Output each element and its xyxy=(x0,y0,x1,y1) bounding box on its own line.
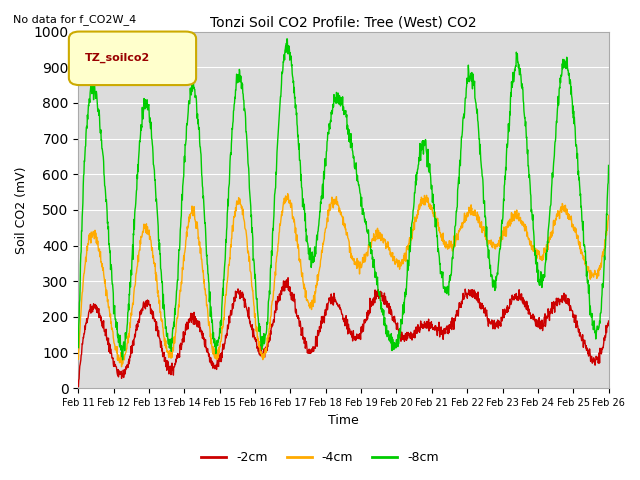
Legend: -2cm, -4cm, -8cm: -2cm, -4cm, -8cm xyxy=(196,446,444,469)
FancyBboxPatch shape xyxy=(69,32,196,85)
Title: Tonzi Soil CO2 Profile: Tree (West) CO2: Tonzi Soil CO2 Profile: Tree (West) CO2 xyxy=(210,15,477,29)
X-axis label: Time: Time xyxy=(328,414,359,427)
Y-axis label: Soil CO2 (mV): Soil CO2 (mV) xyxy=(15,166,28,254)
Text: No data for f_CO2W_4: No data for f_CO2W_4 xyxy=(13,14,136,25)
Text: TZ_soilco2: TZ_soilco2 xyxy=(84,53,150,63)
